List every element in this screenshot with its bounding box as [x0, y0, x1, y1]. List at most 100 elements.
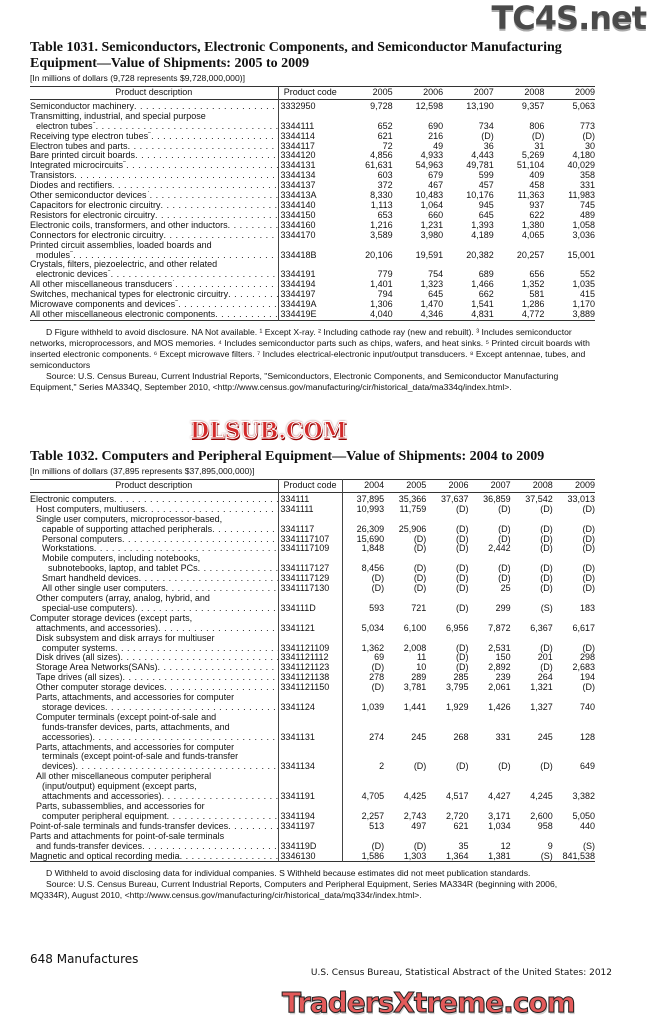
- product-code: 3341111: [277, 504, 343, 515]
- value-2005: 9,728: [370, 100, 393, 111]
- value-2005: [384, 634, 426, 644]
- dot-leader: [123, 673, 278, 683]
- value-2007: 10,176: [466, 190, 494, 201]
- value-2007: 2,442: [488, 543, 511, 554]
- watermark-tc4s: TC4S.net: [491, 0, 647, 37]
- header-year: 2006: [423, 87, 444, 97]
- table-row-continuation: Other computers (array, analog, hybrid, …: [30, 593, 595, 604]
- source-note: Source: U.S. Census Bureau, Current Indu…: [30, 879, 558, 901]
- row-description: accessories): [42, 732, 93, 742]
- product-code: 3344114: [277, 131, 342, 142]
- value-2008: [494, 241, 545, 251]
- row-description: storage devices: [42, 702, 106, 712]
- value-2007: 734: [478, 120, 494, 131]
- dot-leader: [128, 142, 278, 152]
- value-2006: 6,956: [445, 622, 469, 633]
- table-row-continuation: Printed circuit assemblies, loaded board…: [30, 240, 595, 251]
- value-2006: [426, 713, 468, 723]
- value-2009: (D): [582, 642, 596, 653]
- product-code: 334111D: [277, 603, 343, 614]
- table-row-continuation: terminals (except point-of-sale and fund…: [30, 752, 595, 763]
- value-2006: (D): [455, 523, 469, 534]
- value-2009: (D): [582, 503, 596, 514]
- value-2008: 409: [529, 170, 545, 181]
- value-2007: [468, 772, 510, 782]
- dot-leader: [74, 171, 277, 181]
- dot-leader: [164, 231, 278, 241]
- table-1032-title: Table 1032. Computers and Peripheral Equ…: [30, 449, 545, 464]
- product-code: 334419E: [277, 309, 342, 321]
- product-code: 3344111: [277, 121, 342, 132]
- table-row: Electron tubes and parts 3344117 72 49 36 31 3…: [30, 140, 595, 152]
- table-row: Personal computers 3341117107 15,690 (D) (D)…: [30, 533, 595, 545]
- value-2007: 662: [478, 289, 494, 300]
- product-code: 3341134: [277, 761, 343, 773]
- table-row: Workstations 3341117109 1,848 (D) (D) 2,442 (D…: [30, 543, 595, 555]
- row-description: and funds-transfer devices: [36, 841, 143, 851]
- value-2004: 593: [369, 602, 385, 613]
- value-2004: [342, 634, 384, 644]
- value-2007: 331: [495, 731, 511, 742]
- row-description: Personal computers: [42, 534, 123, 544]
- value-2006: [426, 743, 468, 753]
- value-2005: (D): [413, 761, 427, 772]
- row-description: attachments, and accessories): [36, 623, 159, 633]
- value-2006: 54,963: [415, 160, 444, 171]
- value-2006: (D): [455, 761, 469, 772]
- value-2007: 2,531: [488, 642, 511, 653]
- value-2008: 20,257: [516, 249, 545, 260]
- product-code: 334119D: [277, 841, 343, 852]
- value-2005: 25,906: [398, 523, 427, 534]
- value-2005: 1,441: [403, 701, 427, 712]
- value-2008: [511, 713, 553, 723]
- value-2008: (D): [540, 573, 553, 584]
- value-2006: 49: [433, 140, 444, 151]
- table-row: Smart handheld devices 3341117129 (D) (D) (D…: [30, 573, 595, 585]
- value-2008: 264: [537, 672, 553, 683]
- value-2006: (D): [455, 652, 469, 663]
- row-description: Switches, mechanical types for electroni…: [30, 290, 229, 300]
- table-row: Semiconductor machinery 3332950 9,728 12,59…: [30, 99, 595, 112]
- value-2008: [511, 743, 553, 753]
- product-code: 3344197: [277, 289, 342, 301]
- dot-leader: [155, 211, 277, 221]
- row-description: Smart handheld devices: [42, 574, 139, 584]
- value-2009: 3,382: [572, 791, 595, 802]
- product-code: 3344194: [277, 279, 342, 291]
- value-2008: 4,772: [521, 308, 545, 319]
- source-note: Source: U.S. Census Bureau, Current Indu…: [30, 370, 559, 392]
- value-2007: 1,426: [488, 701, 511, 712]
- table-row-continuation: Parts, attachments, and accessories for …: [30, 742, 595, 753]
- value-2009: 552: [579, 269, 595, 280]
- dot-leader: [114, 495, 277, 505]
- value-2007: (D): [498, 523, 511, 534]
- value-2007: 1,381: [488, 850, 511, 861]
- value-2005: 4,425: [403, 791, 427, 802]
- value-2007: 25: [500, 583, 511, 594]
- value-2009: (D): [582, 583, 596, 594]
- dot-leader: [135, 151, 277, 161]
- row-description: Parts, subassemblies, and accessories fo…: [36, 802, 205, 811]
- dot-leader: [164, 683, 277, 693]
- value-2005: [384, 713, 426, 723]
- dot-leader: [139, 574, 278, 584]
- value-2004: (D): [371, 583, 385, 594]
- value-2007: 239: [495, 672, 511, 683]
- dot-leader: [166, 584, 278, 594]
- value-2006: 621: [453, 820, 469, 831]
- value-2007: (D): [498, 533, 511, 544]
- value-2008: 1,327: [530, 701, 553, 712]
- value-2006: 1,231: [420, 219, 444, 230]
- dot-leader: [215, 310, 277, 320]
- value-2009: 6,617: [572, 622, 595, 633]
- footnote-marker: 2: [148, 131, 152, 135]
- value-2008: (D): [540, 533, 553, 544]
- value-2005: (D): [413, 583, 427, 594]
- table-row: Resistors for electronic circuitry 334415…: [30, 210, 595, 221]
- value-2005: (D): [413, 840, 427, 851]
- row-description: (input/output) equipment (except parts,: [42, 782, 197, 792]
- value-2004: 5,034: [361, 622, 385, 633]
